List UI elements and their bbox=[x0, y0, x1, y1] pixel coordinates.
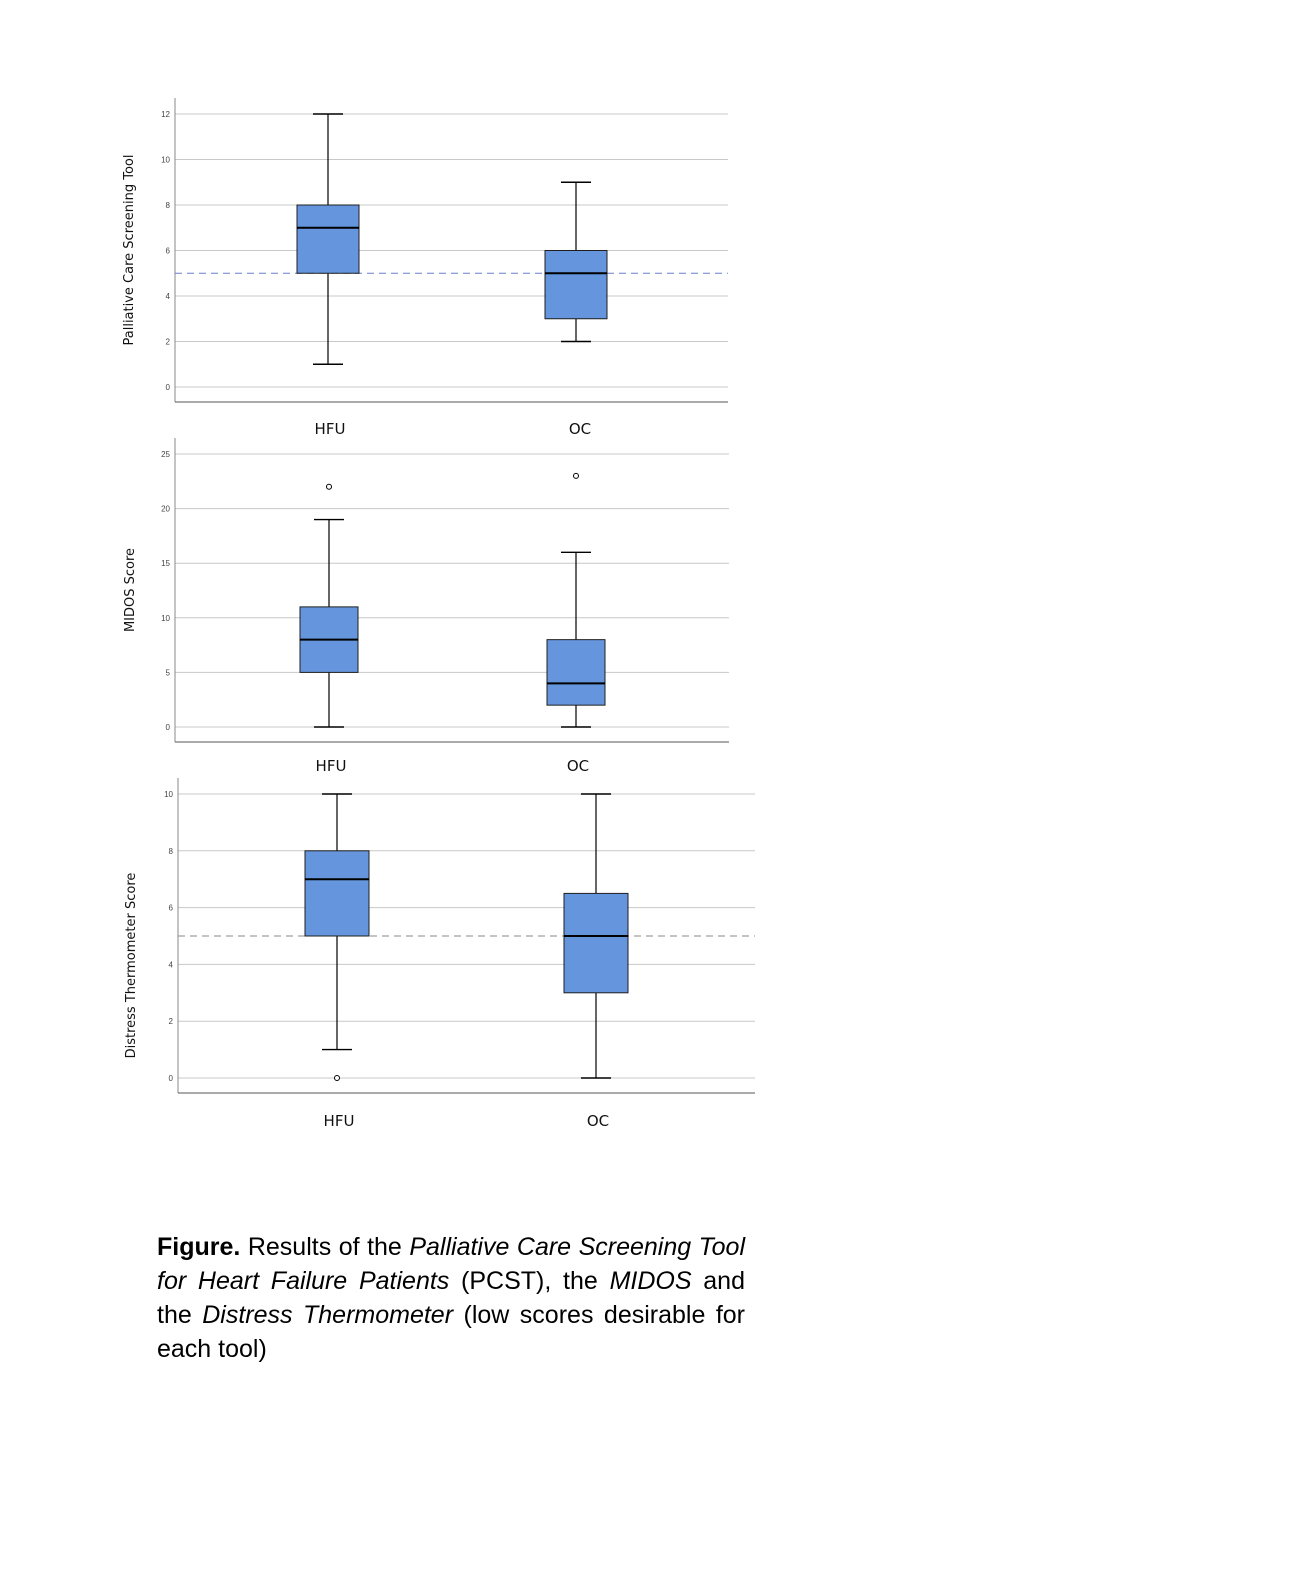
chart-2-y-tick-label: 10 bbox=[161, 614, 170, 623]
chart-1-y-tick-label: 12 bbox=[161, 110, 170, 119]
chart-3-hfu-outlier bbox=[334, 1075, 340, 1081]
chart-1-oc-box bbox=[544, 250, 608, 320]
chart-2-oc-box bbox=[546, 639, 606, 706]
figure-caption: Figure. Results of the Palliative Care S… bbox=[157, 1230, 745, 1366]
figure-charts: 0 2 4 6 8 10 12 HFU OC Palliative Care Screening … bbox=[122, 98, 755, 1130]
chart-1-y-tick-label: 0 bbox=[166, 383, 171, 392]
chart-2-x-category-label: OC bbox=[567, 757, 589, 775]
chart-1-x-category-label: OC bbox=[569, 420, 591, 438]
chart-1-y-tick-label: 10 bbox=[161, 156, 170, 165]
caption-text-3: and the bbox=[157, 1267, 745, 1329]
chart-2-y-tick-label: 15 bbox=[161, 559, 170, 568]
caption-italic-pcst: Palliative Care Screening Tool for Heart… bbox=[157, 1233, 746, 1295]
chart-1-y-tick-label: 4 bbox=[166, 292, 171, 301]
chart-2-x-category-label: HFU bbox=[316, 757, 347, 775]
chart-1-y-tick-label: 2 bbox=[166, 338, 171, 347]
chart-1-y-tick-label: 8 bbox=[166, 201, 171, 210]
chart-3-oc-box bbox=[563, 892, 629, 994]
chart-1-y-tick-label: 6 bbox=[166, 247, 171, 256]
chart-3-y-tick-label: 10 bbox=[164, 790, 173, 799]
chart-2-y-tick-label: 25 bbox=[161, 450, 170, 459]
chart-3-y-tick-label: 4 bbox=[169, 960, 174, 969]
chart-3-x-category-label: HFU bbox=[324, 1112, 355, 1130]
caption-italic-distress: Distress Thermometer bbox=[202, 1301, 454, 1329]
chart-3-y-tick-label: 2 bbox=[169, 1017, 174, 1026]
caption-text-2: (PCST), the bbox=[449, 1267, 610, 1295]
chart-1-y-axis-title: Palliative Care Screening Tool bbox=[122, 155, 137, 346]
chart-1-x-category-label: HFU bbox=[315, 420, 346, 438]
chart-3-y-tick-label: 0 bbox=[169, 1074, 174, 1083]
chart-2-oc-outlier bbox=[573, 472, 579, 479]
chart-2-y-axis-title: MIDOS Score bbox=[123, 548, 138, 632]
caption-lead: Figure. bbox=[157, 1233, 241, 1261]
chart-3-x-category-label: OC bbox=[587, 1112, 609, 1130]
chart-3-y-tick-label: 8 bbox=[169, 847, 174, 856]
chart-2-hfu-outlier bbox=[326, 483, 332, 490]
caption-text-4: (low scores desirable for each tool) bbox=[157, 1301, 746, 1363]
chart-2-y-tick-label: 0 bbox=[166, 723, 171, 732]
chart-3-y-tick-label: 6 bbox=[169, 904, 174, 913]
caption-text-1: Results of the bbox=[240, 1233, 410, 1261]
chart-2-y-tick-label: 5 bbox=[166, 668, 171, 677]
chart-1-hfu-box bbox=[296, 204, 360, 274]
caption-italic-midos: MIDOS bbox=[609, 1267, 692, 1295]
chart-2-y-tick-label: 20 bbox=[161, 505, 170, 514]
chart-3-y-axis-title: Distress Thermometer Score bbox=[124, 873, 139, 1059]
chart-3-hfu-box bbox=[304, 850, 370, 937]
